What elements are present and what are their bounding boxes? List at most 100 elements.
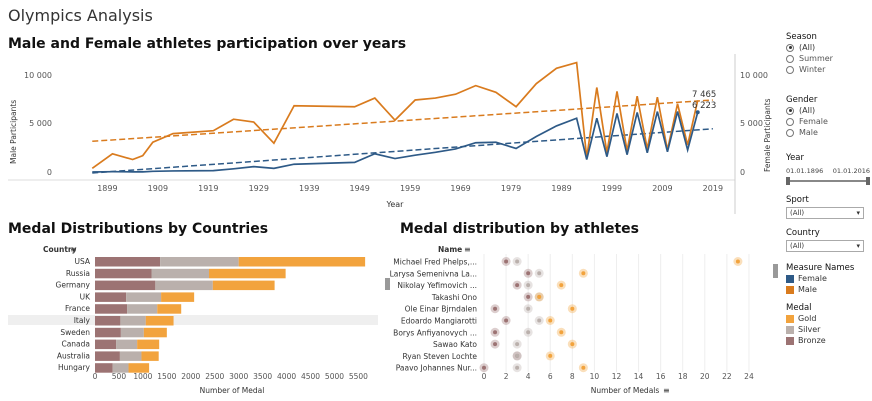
season-option-summer[interactable]: Summer — [786, 53, 833, 64]
medal-dot-gold[interactable] — [559, 283, 564, 288]
medal-dot-silver[interactable] — [515, 259, 520, 264]
medal-dot-gold[interactable] — [570, 306, 575, 311]
bar-segment-gold[interactable] — [208, 268, 286, 279]
year-to-value[interactable]: 01.01.2016 — [832, 167, 870, 175]
athlete-name-label[interactable]: Michael Fred Phelps,... — [393, 258, 477, 267]
country-label[interactable]: France — [65, 304, 90, 313]
medal-dot-bronze[interactable] — [526, 294, 531, 299]
radio-icon[interactable] — [786, 54, 794, 63]
medal-dot-bronze[interactable] — [493, 330, 498, 335]
medal-dot-silver[interactable] — [537, 318, 542, 323]
bar-segment-silver[interactable] — [116, 339, 138, 350]
bar-segment-gold[interactable] — [161, 292, 195, 302]
bar-segment-silver[interactable] — [120, 327, 144, 338]
year-from-value[interactable]: 01.01.1896 — [786, 167, 824, 175]
bar-segment-silver[interactable] — [112, 363, 129, 373]
bar-segment-gold[interactable] — [143, 327, 167, 338]
radio-selected-icon[interactable] — [786, 43, 794, 52]
medal-dot-bronze[interactable] — [493, 342, 498, 347]
athlete-name-label[interactable]: Nikolay Yefimovich ... — [397, 281, 477, 290]
medal-dot-silver[interactable] — [526, 330, 531, 335]
left-scrollbar-thumb[interactable] — [385, 278, 390, 290]
bar-segment-bronze[interactable] — [95, 363, 113, 373]
chevron-down-icon[interactable]: ▾ — [856, 209, 860, 217]
athlete-name-label[interactable]: Borys Anfiyanovych ... — [393, 328, 477, 337]
athlete-name-label[interactable]: Ole Einar Bjrndalen — [405, 305, 478, 314]
male-series-line[interactable] — [91, 61, 699, 170]
country-label[interactable]: Canada — [61, 340, 90, 349]
year-range-slider[interactable] — [786, 177, 870, 185]
season-option-winter[interactable]: Winter — [786, 64, 833, 75]
medal-dot-gold[interactable] — [548, 318, 553, 323]
radio-icon[interactable] — [786, 65, 794, 74]
medal-dot-gold[interactable] — [537, 294, 542, 299]
legend-item-gold[interactable]: Gold — [786, 313, 826, 324]
athlete-name-label[interactable]: Ryan Steven Lochte — [402, 352, 477, 361]
athlete-name-label[interactable]: Sawao Kato — [433, 340, 477, 349]
bar-segment-gold[interactable] — [137, 339, 160, 350]
medal-dot-silver[interactable] — [526, 283, 531, 288]
season-option-all[interactable]: (All) — [786, 42, 833, 53]
country-label[interactable]: Sweden — [60, 328, 90, 337]
gender-option-all[interactable]: (All) — [786, 105, 828, 116]
country-dropdown[interactable]: (All) ▾ — [786, 240, 864, 252]
bar-segment-silver[interactable] — [119, 351, 142, 361]
medal-dot-bronze[interactable] — [504, 318, 509, 323]
bar-segment-bronze[interactable] — [95, 327, 121, 338]
medal-dot-gold[interactable] — [581, 365, 586, 370]
athlete-name-label[interactable]: Edoardo Mangiarotti — [401, 317, 477, 326]
country-label[interactable]: Italy — [74, 316, 91, 325]
bar-segment-bronze[interactable] — [95, 268, 152, 279]
sort-icon[interactable]: ≡ — [663, 386, 670, 395]
country-label[interactable]: USA — [74, 257, 90, 266]
female-last-point[interactable] — [695, 110, 700, 115]
bar-segment-silver[interactable] — [120, 316, 146, 326]
bar-segment-bronze[interactable] — [95, 257, 161, 267]
bar-segment-bronze[interactable] — [95, 339, 117, 350]
legend-item-bronze[interactable]: Bronze — [786, 335, 826, 346]
medal-dot-silver[interactable] — [515, 353, 520, 358]
bar-segment-silver[interactable] — [127, 304, 158, 314]
bar-segment-gold[interactable] — [141, 351, 159, 361]
athlete-name-label[interactable]: Paavo Johannes Nur... — [396, 364, 477, 373]
bar-segment-gold[interactable] — [145, 316, 174, 326]
radio-icon[interactable] — [786, 128, 794, 137]
slider-handle-left[interactable] — [786, 177, 790, 185]
country-column-header[interactable]: Country — [43, 245, 77, 254]
radio-icon[interactable] — [786, 117, 794, 126]
bar-chart[interactable]: Country ≡ USA Russia Germany UK France Italy S… — [0, 240, 390, 401]
bar-segment-bronze[interactable] — [95, 292, 127, 302]
bar-segment-gold[interactable] — [128, 363, 150, 373]
medal-dot-silver[interactable] — [515, 342, 520, 347]
sort-icon[interactable]: ≡ — [464, 245, 471, 254]
bar-segment-bronze[interactable] — [95, 280, 156, 291]
medal-dot-bronze[interactable] — [482, 365, 486, 370]
athlete-name-label[interactable]: Takashi Ono — [431, 293, 478, 302]
female-series-line[interactable] — [92, 111, 699, 173]
country-label[interactable]: Australia — [57, 351, 90, 360]
country-label[interactable]: Hungary — [58, 363, 91, 372]
bar-segment-silver[interactable] — [160, 257, 239, 267]
sport-dropdown[interactable]: (All) ▾ — [786, 207, 864, 219]
athlete-name-label[interactable]: Larysa Semenivna La... — [390, 269, 477, 278]
sort-icon[interactable]: ≡ — [70, 245, 77, 254]
line-chart[interactable]: Male Participants Female Participants 10… — [0, 54, 780, 214]
chevron-down-icon[interactable]: ▾ — [856, 242, 860, 250]
dot-chart[interactable]: Name ≡ Michael Fred Phelps,... Larysa Sem… — [380, 240, 780, 401]
bar-segment-bronze[interactable] — [95, 304, 128, 314]
medal-dot-gold[interactable] — [570, 342, 575, 347]
medal-dot-bronze[interactable] — [515, 283, 520, 288]
gender-option-female[interactable]: Female — [786, 116, 828, 127]
medal-dot-silver[interactable] — [537, 271, 542, 276]
slider-handle-right[interactable] — [866, 177, 870, 185]
bar-segment-gold[interactable] — [212, 280, 275, 291]
medal-dot-silver[interactable] — [526, 306, 531, 311]
name-column-header[interactable]: Name — [438, 245, 462, 254]
country-label[interactable]: UK — [80, 292, 91, 301]
bar-segment-silver[interactable] — [151, 268, 209, 279]
medal-dot-gold[interactable] — [735, 259, 740, 264]
bar-segment-bronze[interactable] — [95, 351, 120, 361]
legend-item-female[interactable]: Female — [786, 273, 854, 284]
country-label[interactable]: Germany — [56, 281, 91, 290]
medal-dot-gold[interactable] — [548, 353, 553, 358]
